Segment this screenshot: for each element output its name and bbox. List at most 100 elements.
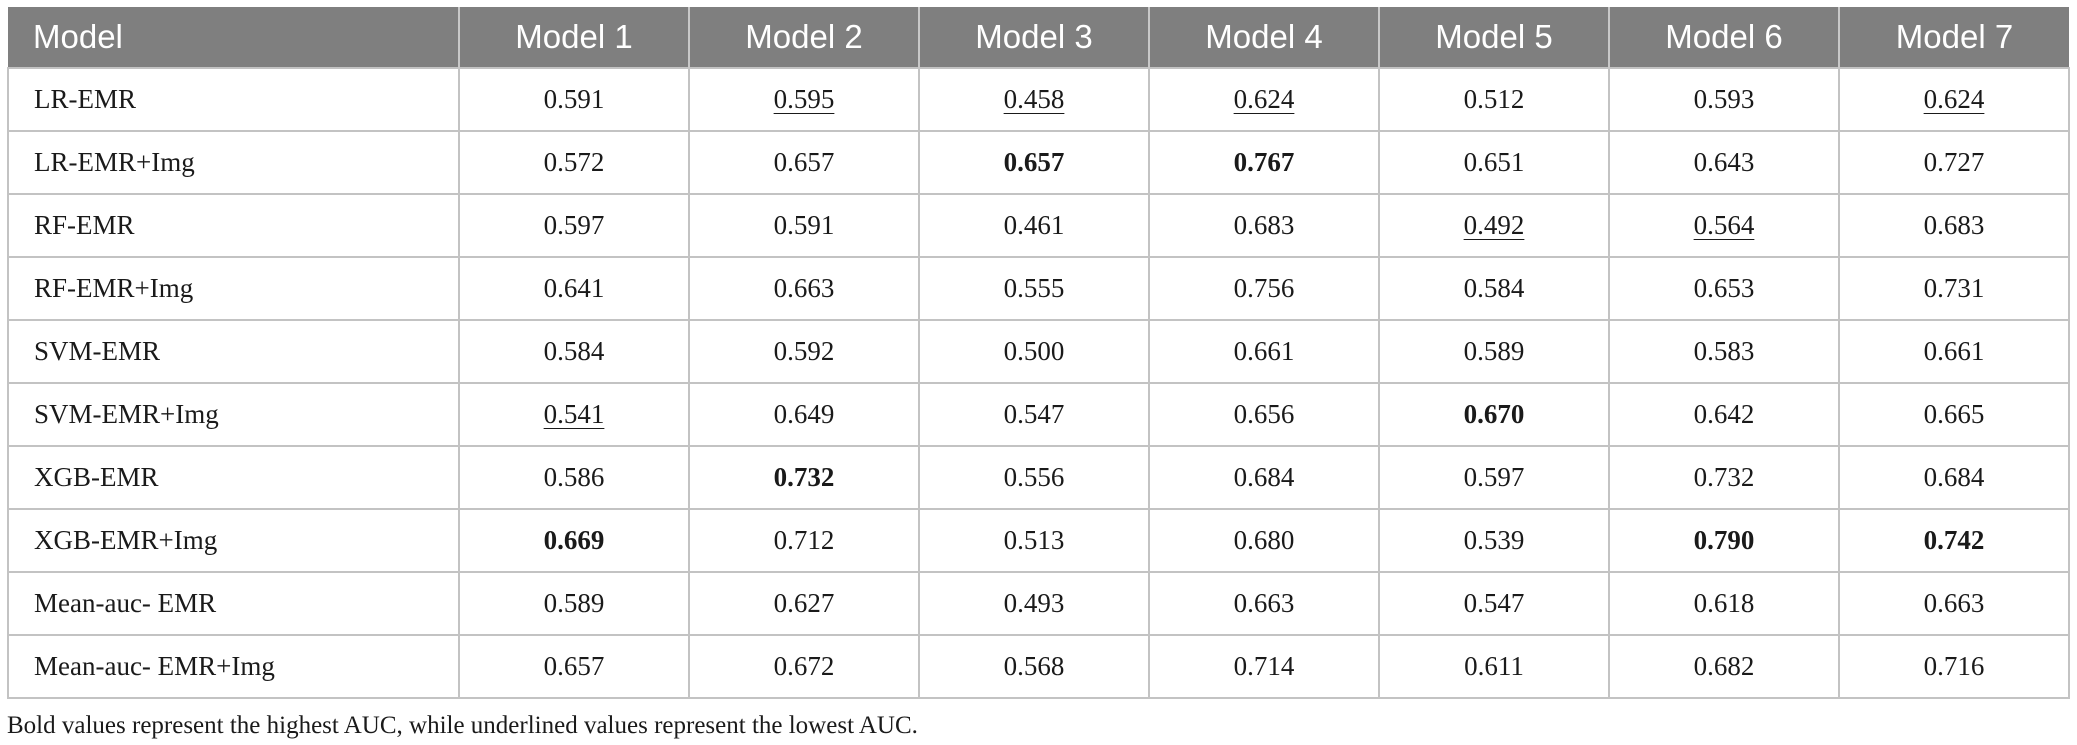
auc-value: 0.539 — [1463, 525, 1525, 555]
auc-value: 0.627 — [773, 588, 835, 618]
auc-cell: 0.732 — [1608, 445, 1840, 510]
auc-value: 0.572 — [543, 147, 605, 177]
auc-cell: 0.584 — [1378, 256, 1610, 321]
auc-cell: 0.584 — [458, 319, 690, 384]
auc-cell: 0.618 — [1608, 571, 1840, 636]
auc-value: 0.618 — [1693, 588, 1755, 618]
auc-cell: 0.657 — [918, 130, 1150, 195]
auc-cell: 0.669 — [458, 508, 690, 573]
auc-value: 0.556 — [1003, 462, 1065, 492]
auc-cell: 0.663 — [688, 256, 920, 321]
auc-cell: 0.556 — [918, 445, 1150, 510]
auc-value: 0.513 — [1003, 525, 1065, 555]
auc-cell: 0.541 — [458, 382, 690, 447]
auc-value: 0.597 — [543, 210, 605, 240]
auc-cell: 0.591 — [458, 67, 690, 132]
auc-value: 0.492 — [1463, 210, 1525, 240]
auc-value: 0.564 — [1693, 210, 1755, 240]
auc-value: 0.767 — [1233, 147, 1295, 177]
auc-cell: 0.731 — [1838, 256, 2070, 321]
auc-cell: 0.653 — [1608, 256, 1840, 321]
auc-value: 0.680 — [1233, 525, 1295, 555]
row-label: RF-EMR — [7, 193, 460, 258]
auc-cell: 0.589 — [458, 571, 690, 636]
auc-value: 0.592 — [773, 336, 835, 366]
auc-cell: 0.597 — [1378, 445, 1610, 510]
auc-cell: 0.672 — [688, 634, 920, 699]
table-row: Mean-auc- EMR+Img 0.657 0.672 0.568 0.714 0.6… — [7, 634, 2070, 699]
auc-cell: 0.643 — [1608, 130, 1840, 195]
auc-value: 0.641 — [543, 273, 605, 303]
auc-cell: 0.583 — [1608, 319, 1840, 384]
auc-cell: 0.661 — [1838, 319, 2070, 384]
auc-cell: 0.656 — [1148, 382, 1380, 447]
auc-cell: 0.670 — [1378, 382, 1610, 447]
auc-value: 0.656 — [1233, 399, 1295, 429]
auc-cell: 0.624 — [1148, 67, 1380, 132]
auc-cell: 0.500 — [918, 319, 1150, 384]
auc-cell: 0.547 — [1378, 571, 1610, 636]
auc-cell: 0.493 — [918, 571, 1150, 636]
auc-value: 0.586 — [543, 462, 605, 492]
auc-cell: 0.680 — [1148, 508, 1380, 573]
auc-value: 0.649 — [773, 399, 835, 429]
auc-value: 0.500 — [1003, 336, 1065, 366]
auc-value: 0.712 — [773, 525, 835, 555]
auc-table: Model Model 1 Model 2 Model 3 Model 4 Mo… — [7, 7, 2070, 699]
table-row: XGB-EMR 0.586 0.732 0.556 0.684 0.597 0.732 0.6… — [7, 445, 2070, 510]
auc-value: 0.657 — [543, 651, 605, 681]
table-row: RF-EMR+Img 0.641 0.663 0.555 0.756 0.584 0.653… — [7, 256, 2070, 321]
auc-value: 0.663 — [773, 273, 835, 303]
auc-value: 0.493 — [1003, 588, 1065, 618]
auc-cell: 0.461 — [918, 193, 1150, 258]
auc-value: 0.547 — [1003, 399, 1065, 429]
auc-cell: 0.663 — [1838, 571, 2070, 636]
table-body: LR-EMR 0.591 0.595 0.458 0.624 0.512 0.593 0.62… — [7, 67, 2070, 699]
header-model-5: Model 5 — [1378, 7, 1609, 68]
auc-cell: 0.657 — [688, 130, 920, 195]
auc-value: 0.672 — [773, 651, 835, 681]
auc-value: 0.669 — [543, 525, 605, 555]
header-model-6: Model 6 — [1608, 7, 1839, 68]
auc-value: 0.541 — [543, 399, 605, 429]
auc-value: 0.547 — [1463, 588, 1525, 618]
auc-value: 0.732 — [773, 462, 835, 492]
table-row: XGB-EMR+Img 0.669 0.712 0.513 0.680 0.539 0.79… — [7, 508, 2070, 573]
auc-value: 0.790 — [1693, 525, 1755, 555]
auc-value: 0.742 — [1923, 525, 1985, 555]
auc-cell: 0.716 — [1838, 634, 2070, 699]
auc-cell: 0.624 — [1838, 67, 2070, 132]
auc-cell: 0.657 — [458, 634, 690, 699]
auc-cell: 0.756 — [1148, 256, 1380, 321]
auc-value: 0.657 — [773, 147, 835, 177]
auc-value: 0.568 — [1003, 651, 1065, 681]
row-label: SVM-EMR+Img — [7, 382, 460, 447]
auc-value: 0.663 — [1233, 588, 1295, 618]
auc-value: 0.589 — [1463, 336, 1525, 366]
header-model-4: Model 4 — [1148, 7, 1379, 68]
row-label: Mean-auc- EMR+Img — [7, 634, 460, 699]
auc-cell: 0.627 — [688, 571, 920, 636]
auc-cell: 0.684 — [1148, 445, 1380, 510]
auc-cell: 0.790 — [1608, 508, 1840, 573]
auc-value: 0.670 — [1463, 399, 1525, 429]
auc-cell: 0.665 — [1838, 382, 2070, 447]
auc-value: 0.651 — [1463, 147, 1525, 177]
auc-cell: 0.642 — [1608, 382, 1840, 447]
auc-value: 0.584 — [543, 336, 605, 366]
auc-value: 0.653 — [1693, 273, 1755, 303]
auc-value: 0.597 — [1463, 462, 1525, 492]
auc-cell: 0.663 — [1148, 571, 1380, 636]
auc-cell: 0.547 — [918, 382, 1150, 447]
auc-cell: 0.611 — [1378, 634, 1610, 699]
auc-cell: 0.555 — [918, 256, 1150, 321]
auc-value: 0.683 — [1923, 210, 1985, 240]
auc-value: 0.642 — [1693, 399, 1755, 429]
auc-cell: 0.641 — [458, 256, 690, 321]
auc-value: 0.661 — [1233, 336, 1295, 366]
auc-value: 0.684 — [1233, 462, 1295, 492]
auc-cell: 0.592 — [688, 319, 920, 384]
auc-cell: 0.742 — [1838, 508, 2070, 573]
table-header-row: Model Model 1 Model 2 Model 3 Model 4 Mo… — [8, 7, 2069, 68]
auc-cell: 0.712 — [688, 508, 920, 573]
